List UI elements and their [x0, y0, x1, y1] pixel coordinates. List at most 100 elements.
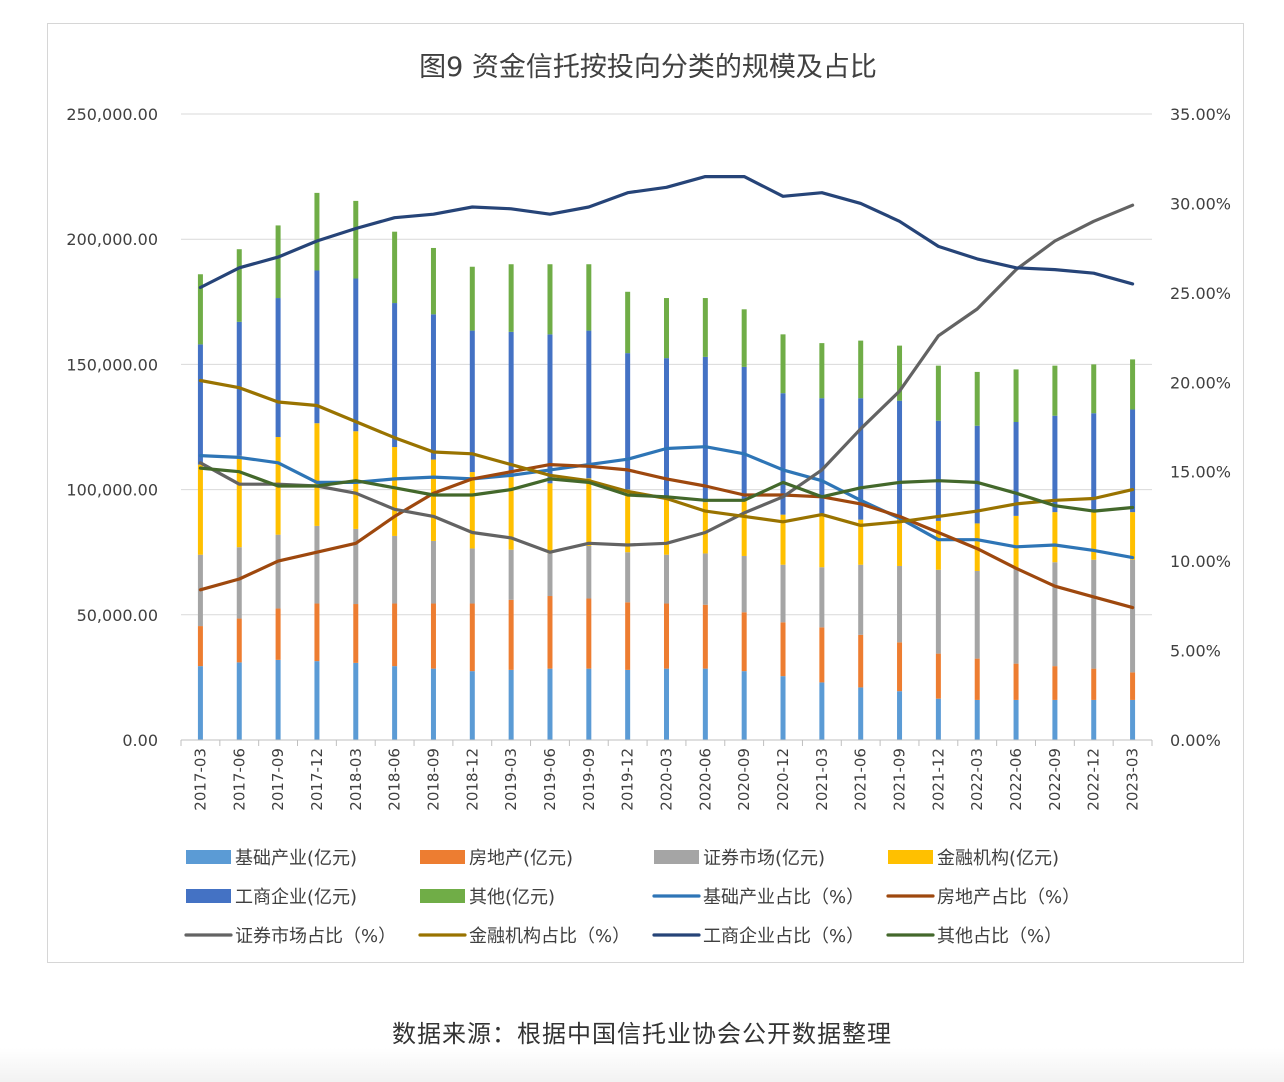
bar-segment: [897, 518, 903, 566]
bar-segment: [236, 662, 242, 740]
bar-segment: [508, 669, 514, 740]
legend-label: 基础产业占比（%）: [703, 887, 864, 908]
x-axis-tick-label: 2023-03: [1124, 748, 1142, 811]
bar-segment: [547, 668, 553, 740]
legend-label: 房地产占比（%）: [937, 887, 1080, 908]
x-axis-tick-label: 2021-12: [929, 748, 947, 811]
bar-segment: [275, 659, 281, 740]
left-axis-tick-label: 100,000.00: [66, 481, 158, 500]
bar-segment: [586, 478, 592, 546]
bar-segment: [974, 658, 980, 700]
right-axis-tick-label: 35.00%: [1170, 105, 1231, 124]
bar-segment: [858, 564, 864, 635]
legend-item: 其他占比（%）: [886, 926, 1062, 947]
x-axis-tick-label: 2019-06: [541, 748, 559, 811]
x-axis-tick-label: 2022-09: [1046, 748, 1064, 811]
legend-label: 基础产业(亿元): [235, 848, 357, 869]
bottom-shade: [0, 1048, 1284, 1082]
bar-segment: [508, 549, 514, 600]
bar-segment: [1130, 359, 1136, 410]
bar-segment: [625, 291, 631, 354]
bar-segment: [702, 604, 708, 669]
x-axis-tick-label: 2019-09: [580, 748, 598, 811]
bar-segment: [1052, 512, 1058, 563]
x-axis-tick-label: 2018-09: [424, 748, 442, 811]
bar-segment: [664, 358, 669, 498]
series-line: [198, 463, 1135, 610]
right-axis-tick-label: 15.00%: [1170, 463, 1231, 482]
x-axis-tick-label: 2019-12: [619, 748, 637, 811]
bar-segment: [1091, 559, 1097, 669]
x-axis-tick-label: 2022-06: [1007, 748, 1025, 811]
bar-segment: [430, 603, 436, 669]
legend-label: 金融机构(亿元): [937, 848, 1059, 869]
left-axis-tick-label: 250,000.00: [66, 105, 158, 124]
left-axis-tick-label: 150,000.00: [66, 355, 158, 374]
bar-segment: [858, 519, 864, 565]
right-axis-tick-label: 10.00%: [1170, 552, 1231, 571]
x-axis-tick-label: 2018-06: [386, 748, 404, 811]
bar-segment: [974, 570, 980, 659]
bar-segment: [314, 525, 320, 604]
bar-segment: [197, 626, 203, 667]
x-axis-tick-label: 2018-12: [463, 748, 481, 811]
bar-segment: [197, 666, 203, 740]
bar-segment: [275, 534, 281, 609]
bar-segment: [508, 331, 514, 478]
legend-swatch: [186, 850, 231, 864]
bar-segment: [314, 661, 320, 740]
legend-label: 金融机构占比（%）: [469, 926, 630, 947]
bar-segment: [974, 371, 980, 426]
legend-item: 房地产占比（%）: [886, 887, 1080, 908]
bar-segment: [353, 662, 359, 740]
legend-label: 工商企业(亿元): [235, 887, 357, 908]
bar-segment: [469, 266, 475, 331]
legend-item: 金融机构占比（%）: [418, 926, 630, 947]
bar-segment: [392, 303, 398, 448]
left-axis-tick-label: 50,000.00: [77, 606, 158, 625]
bar-segment: [547, 334, 553, 484]
legend-label: 其他占比（%）: [937, 926, 1062, 947]
bar-segment: [780, 334, 786, 394]
legend-swatch: [420, 850, 465, 864]
bar-segment: [275, 608, 281, 660]
bar-segment: [741, 555, 747, 613]
legend-label: 证券市场占比（%）: [235, 926, 396, 947]
bar-segment: [353, 278, 359, 432]
bar-segment: [1052, 666, 1058, 700]
series-line: [198, 175, 1135, 290]
x-axis-tick-label: 2021-06: [852, 748, 870, 811]
bar-segment: [1013, 421, 1019, 516]
x-axis-tick-label: 2020-12: [774, 748, 792, 811]
x-axis-tick-label: 2022-12: [1085, 748, 1103, 811]
legend-item: 证券市场占比（%）: [184, 926, 396, 947]
bar-segment: [974, 425, 980, 524]
bar-segment: [741, 309, 747, 367]
right-axis-tick-label: 5.00%: [1170, 642, 1221, 661]
bar-segment: [547, 596, 553, 669]
bar-segment: [1130, 699, 1136, 740]
bar-segment: [1052, 562, 1058, 667]
series-line: [198, 378, 1135, 527]
bar-segment: [819, 682, 825, 740]
bar-segment: [819, 398, 825, 514]
x-axis-tick-label: 2017-06: [230, 748, 248, 811]
bar-segment: [664, 298, 669, 359]
bar-segment: [858, 398, 864, 520]
bar-segment: [664, 497, 669, 555]
bar-segment: [625, 669, 631, 740]
bar-segment: [1052, 699, 1058, 740]
bar-segment: [625, 489, 631, 553]
bar-segment: [1013, 515, 1019, 569]
right-axis-tick-label: 20.00%: [1170, 373, 1231, 392]
chart-title: 图9 资金信托按投向分类的规模及占比: [419, 52, 877, 83]
bar-segment: [897, 345, 903, 401]
right-axis-tick-label: 0.00%: [1170, 731, 1221, 750]
bar-segment: [780, 514, 786, 565]
bar-segment: [819, 627, 825, 683]
bar-segment: [935, 698, 941, 740]
bar-segment: [314, 270, 320, 424]
bar-segment: [236, 455, 242, 548]
bar-segment: [1052, 365, 1058, 416]
legend-item: 证券市场(亿元): [654, 848, 825, 869]
